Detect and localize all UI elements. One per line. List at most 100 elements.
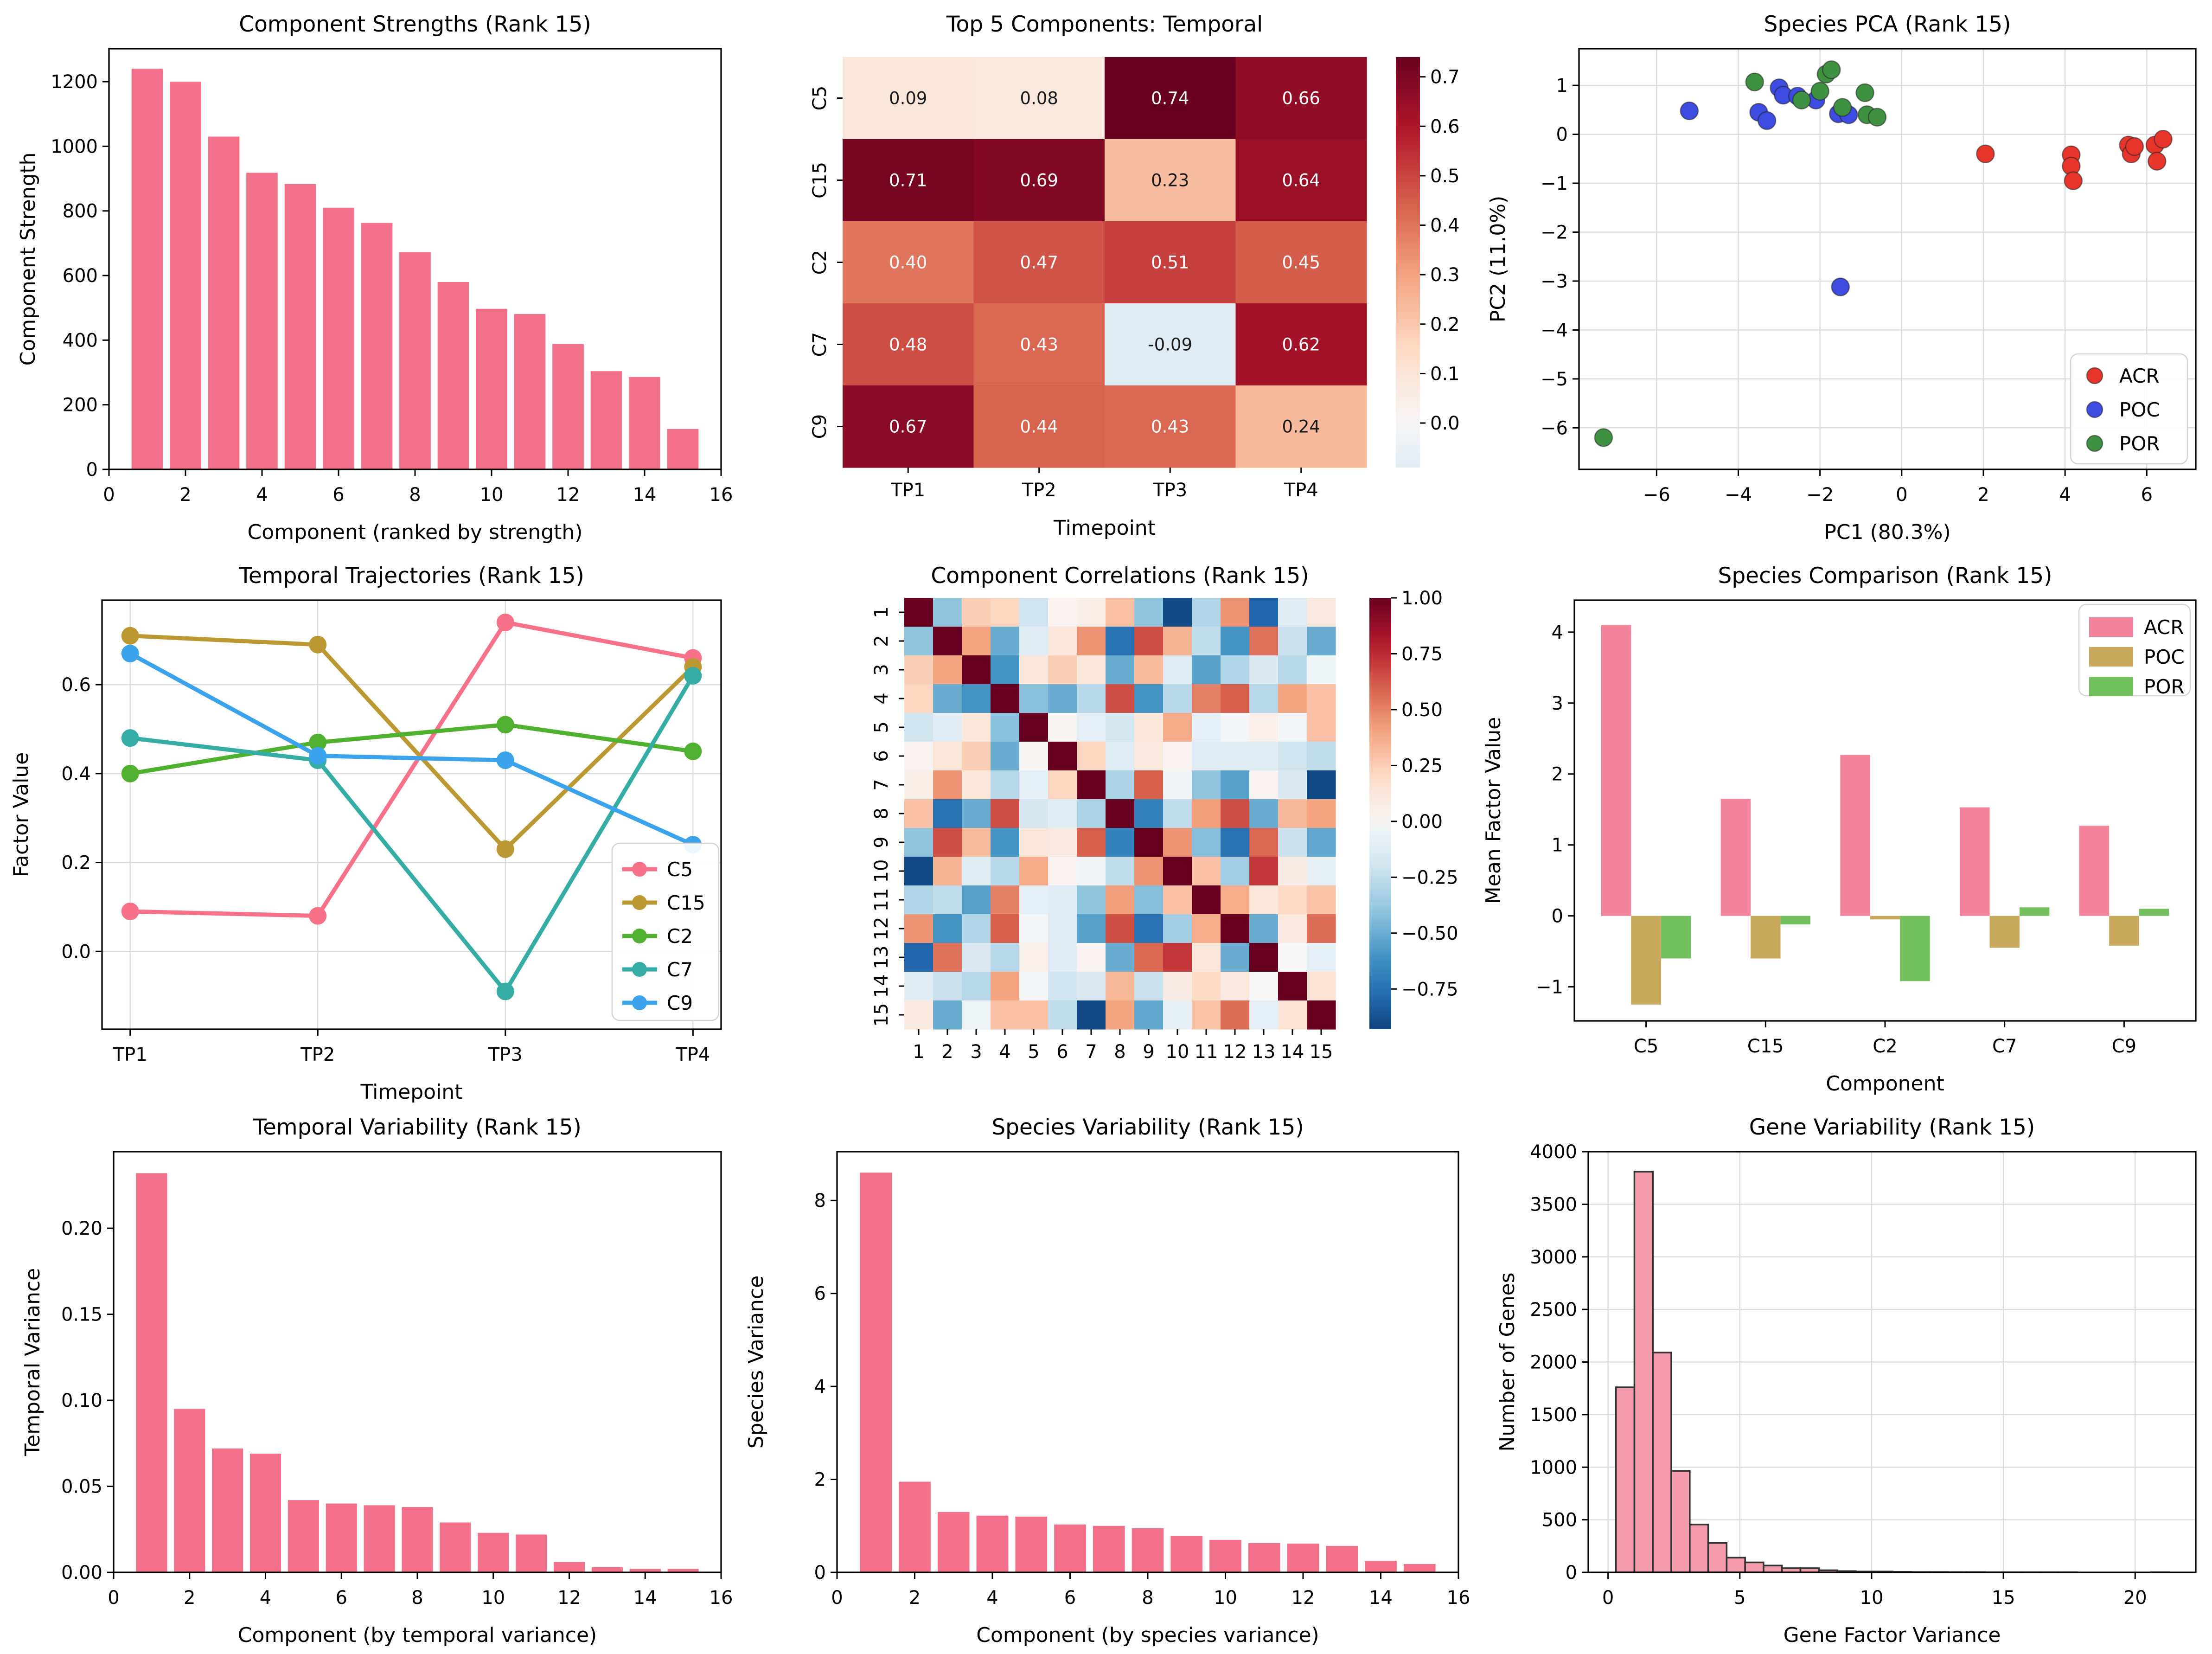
heatmap-cell — [1106, 972, 1135, 1001]
bar — [1900, 916, 1930, 981]
heatmap-cell — [962, 828, 991, 857]
y-tick-label: 0.6 — [61, 674, 91, 696]
cell-value: 0.23 — [1151, 171, 1189, 191]
y-tick-label: 0.0 — [61, 941, 91, 962]
bar — [1287, 1543, 1319, 1572]
heatmap-cell — [904, 828, 933, 857]
hist-bar — [1615, 1386, 1636, 1573]
heatmap-cell — [1077, 828, 1106, 857]
heatmap-cell — [1077, 972, 1106, 1001]
x-tick-label: 4 — [999, 1041, 1010, 1063]
heatmap-cell — [843, 303, 974, 386]
cell-value: 0.08 — [1020, 89, 1058, 109]
heatmap-cells — [904, 598, 1336, 1030]
hist-bar — [1689, 1524, 1709, 1573]
legend-marker — [2086, 435, 2103, 452]
heatmap-cell — [1019, 684, 1048, 713]
bar — [516, 1534, 547, 1572]
legend-marker — [632, 929, 647, 943]
x-tick-label: 14 — [1369, 1587, 1393, 1609]
axes: −6 −4 −2 0 2 4 6 −6 −5 −4 −3 −2 −1 0 1 Species PCA (Ran… — [1486, 12, 2197, 544]
x-axis-label: Component (by temporal variance) — [238, 1623, 597, 1647]
heatmap-cell — [973, 303, 1105, 386]
heatmap-cell — [904, 885, 933, 915]
bar-series — [860, 1173, 1436, 1572]
heatmap-cell — [991, 799, 1020, 828]
x-tick-label: 16 — [710, 484, 733, 506]
bar — [399, 252, 431, 469]
chart-title: Species PCA (Rank 15) — [1764, 12, 2011, 37]
x-tick-label: TP2 — [300, 1044, 335, 1065]
heatmap-cell — [1048, 598, 1077, 627]
heatmap-cell — [1163, 857, 1192, 886]
x-tick-label: TP1 — [113, 1044, 147, 1065]
heatmap-cell — [1221, 972, 1250, 1001]
colorbar-tick-label: 0.0 — [1430, 413, 1460, 434]
heatmap-cell — [991, 943, 1020, 972]
heatmap-cell — [904, 1000, 933, 1030]
y-tick-label: 2 — [871, 635, 892, 647]
heatmap-cell — [933, 1000, 962, 1030]
heatmap-cell — [1106, 828, 1135, 857]
heatmap-cell — [933, 828, 962, 857]
y-tick-label: 0.15 — [61, 1304, 102, 1326]
line-marker — [121, 627, 139, 645]
y-tick-label: 0.20 — [61, 1218, 102, 1239]
colorbar-tick-label: 0.2 — [1430, 314, 1460, 335]
heatmap-cell — [933, 598, 962, 627]
x-tick-label: 7 — [1085, 1041, 1097, 1063]
x-tick-label: 14 — [633, 484, 657, 506]
chart-component-strengths: Component Strengths (Rank 15) 0 2 4 6 8 10 12 1… — [0, 0, 737, 551]
heatmap-cell — [1163, 655, 1192, 685]
heatmap-cell — [1163, 885, 1192, 915]
heatmap-cell — [843, 385, 974, 468]
heatmap-cell — [1235, 303, 1367, 386]
legend-label: POR — [2144, 675, 2185, 698]
heatmap-cell — [1163, 627, 1192, 656]
heatmap-cell — [1105, 221, 1236, 304]
heatmap-cell — [991, 972, 1020, 1001]
y-tick-label: 400 — [63, 330, 98, 351]
y-tick-label: 8 — [871, 808, 892, 819]
y-tick-label: C9 — [809, 414, 831, 439]
x-tick-label: 9 — [1143, 1041, 1154, 1063]
heatmap-cell — [991, 713, 1020, 742]
y-tick-label: 0.4 — [61, 763, 91, 785]
heatmap-cell — [1307, 828, 1336, 857]
heatmap-cell — [1163, 742, 1192, 771]
trajectory-line — [128, 722, 695, 776]
heatmap-cell — [1134, 857, 1164, 886]
heatmap-cell — [1019, 885, 1048, 915]
heatmap-cell — [962, 857, 991, 886]
axes: TP1 TP2 TP3 TP4 0.0 0.2 0.4 0.6 Temporal Traject… — [9, 563, 722, 1103]
heatmap-cell — [1249, 885, 1279, 915]
y-tick-label: 2 — [814, 1469, 826, 1491]
x-tick-label: C7 — [1992, 1036, 2017, 1057]
heatmap-cell — [991, 857, 1020, 886]
x-tick-label: 2 — [1977, 484, 1989, 506]
bar — [553, 1562, 585, 1572]
heatmap-cell — [1221, 1000, 1250, 1030]
legend-marker — [632, 895, 647, 910]
heatmap-cell — [1221, 943, 1250, 972]
line-series-C2 — [121, 716, 702, 782]
x-axis-label: Timepoint — [1053, 516, 1156, 540]
y-tick-label: −4 — [1541, 320, 1568, 341]
line-marker — [496, 751, 514, 769]
heatmap-cell — [1105, 303, 1236, 386]
heatmap-cell — [1019, 713, 1048, 742]
legend-label: C15 — [667, 891, 705, 914]
line-marker — [496, 613, 514, 631]
y-tick-label: 14 — [871, 974, 892, 998]
data-point — [1833, 98, 1852, 117]
heatmap-cell — [1163, 972, 1192, 1001]
data-point — [2154, 129, 2173, 149]
heatmap-cell — [1048, 828, 1077, 857]
heatmap-cell — [1077, 655, 1106, 685]
colorbar-tick-label: 0.50 — [1401, 699, 1443, 721]
bar-series-ACR — [1601, 625, 2110, 916]
x-tick-label: 6 — [336, 1587, 347, 1609]
heatmap-cell — [1077, 914, 1106, 943]
heatmap-cell — [1106, 713, 1135, 742]
data-point — [1745, 72, 1764, 91]
